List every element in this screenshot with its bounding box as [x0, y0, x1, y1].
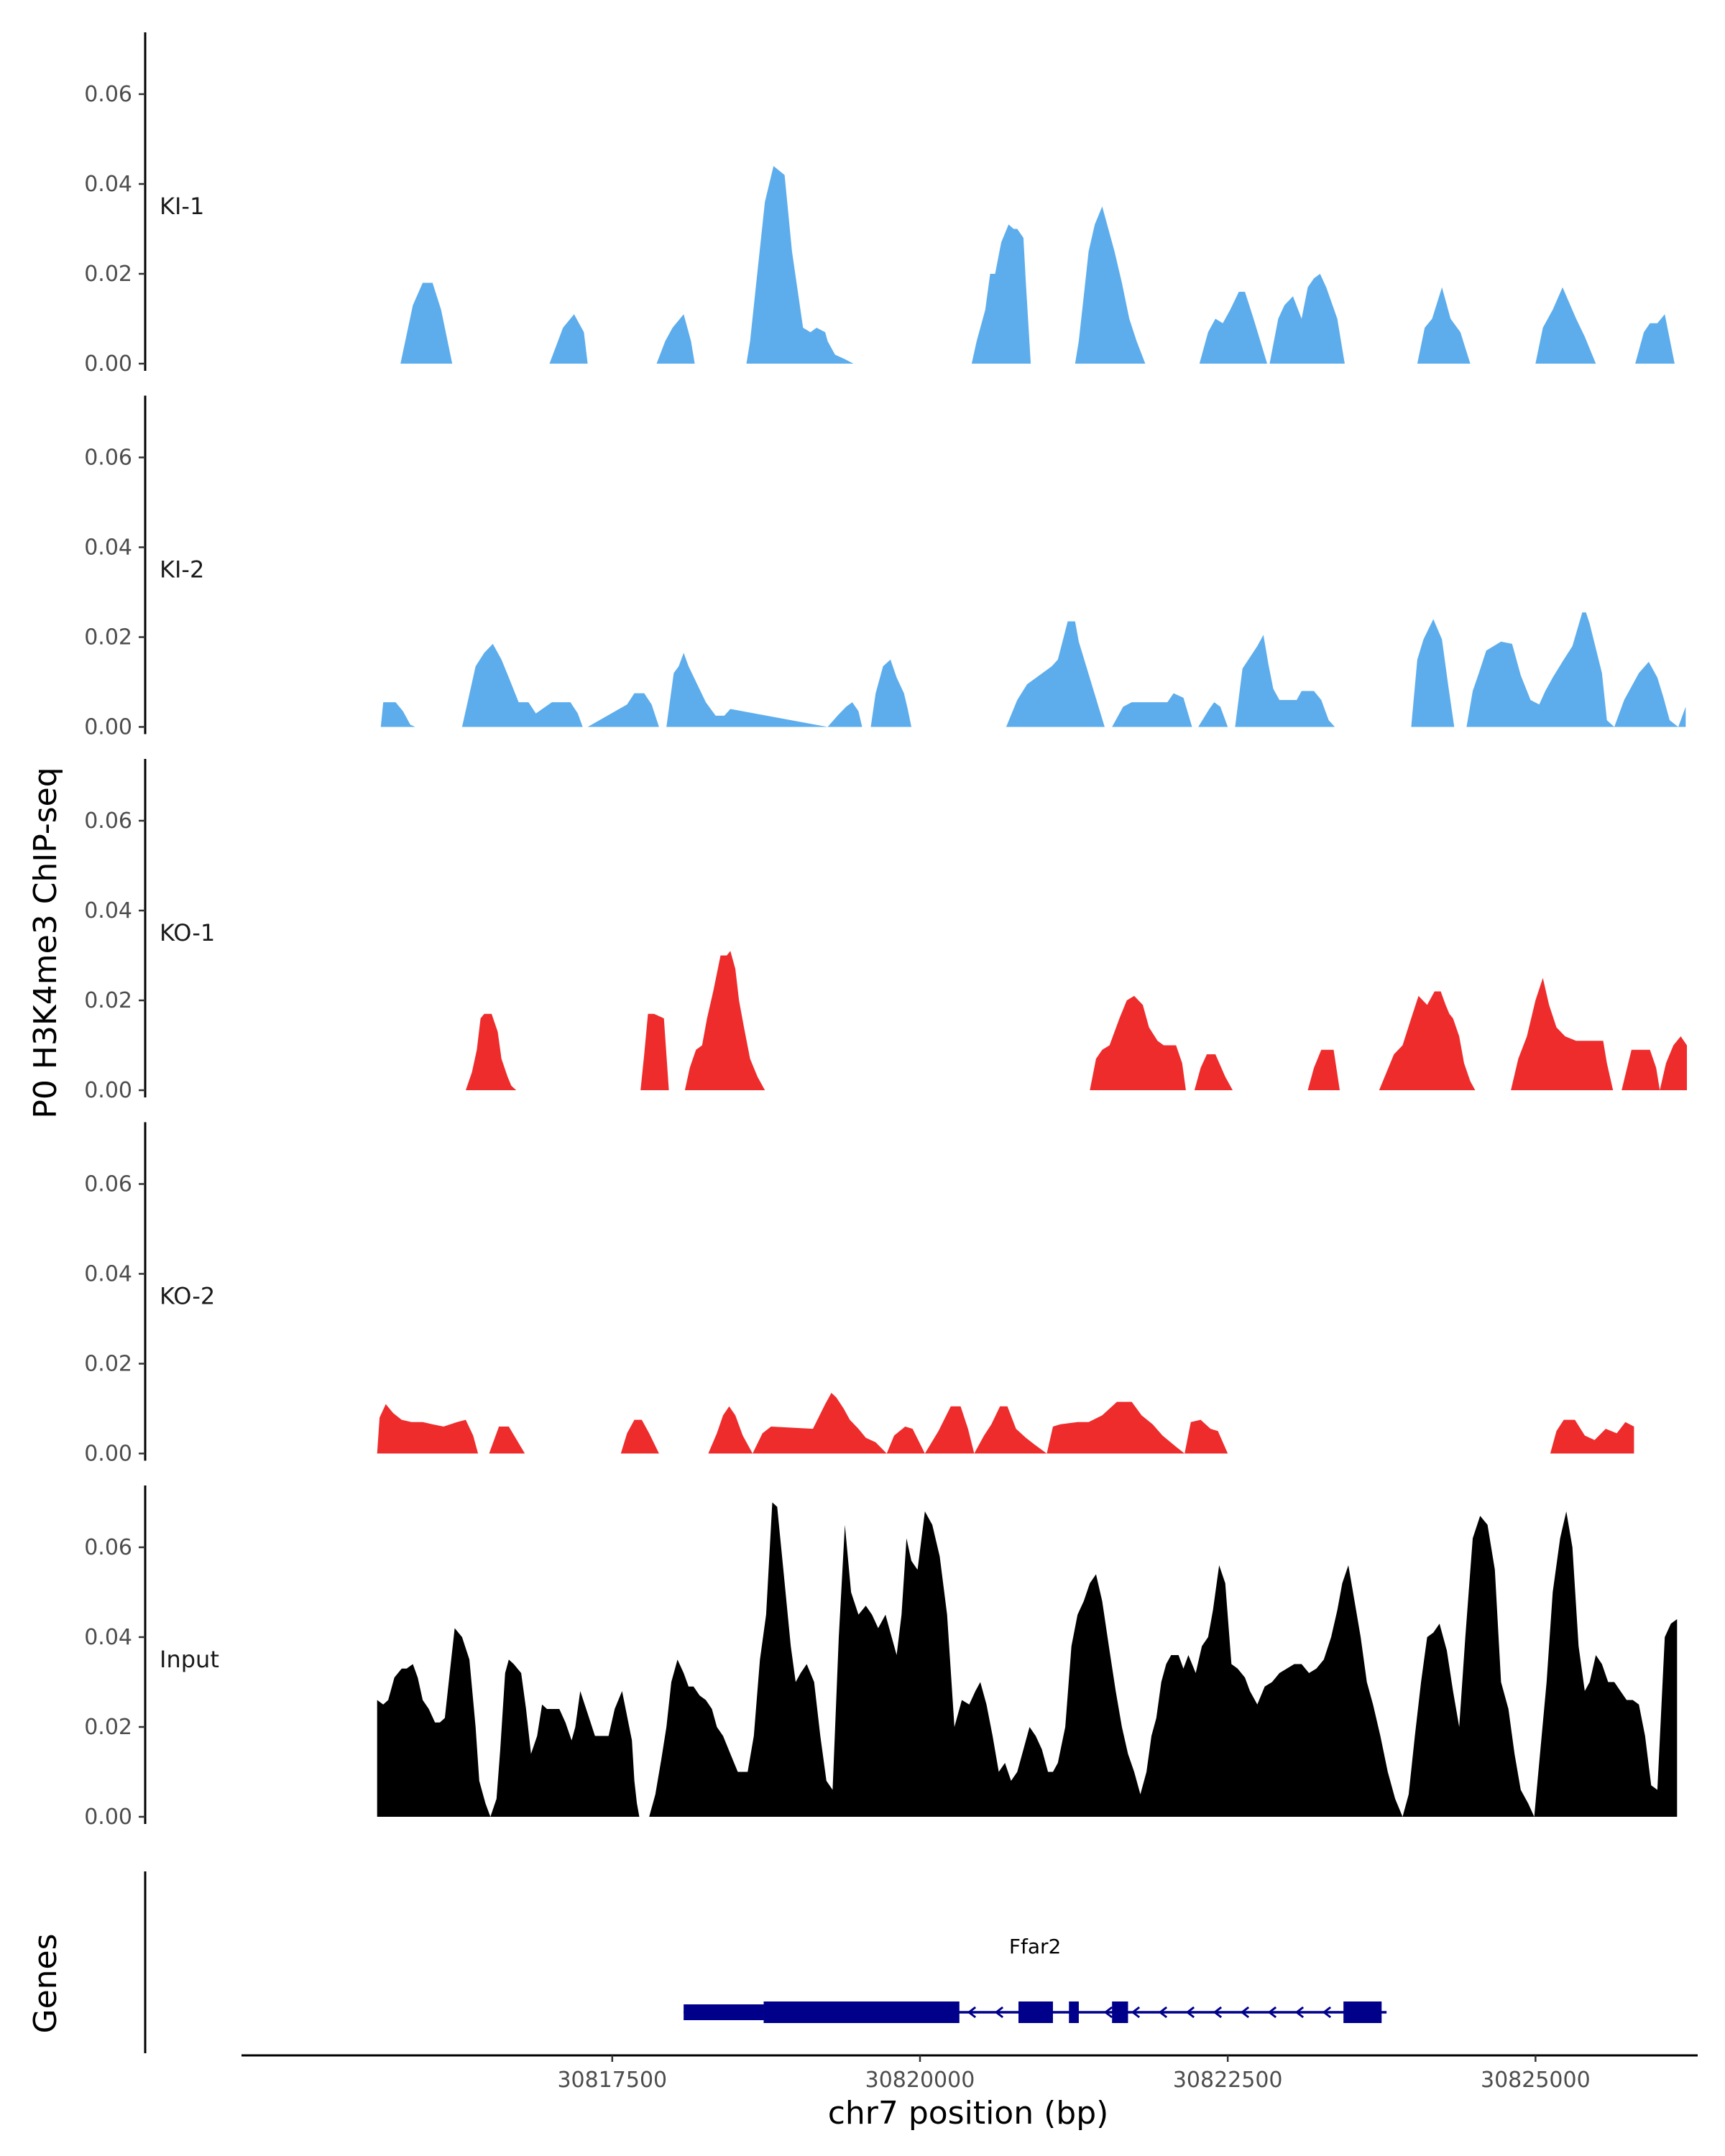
track-panel-input: 0.00 0.02 0.04 0.06 Input: [84, 1485, 1678, 1830]
gene-exon: [1069, 2001, 1079, 2023]
coverage-area: [380, 612, 1686, 727]
y-tick-label: 0.06: [84, 1172, 132, 1197]
strand-arrow: [994, 2006, 1004, 2019]
y-tick-label: 0.02: [84, 1715, 132, 1740]
y-tick-label: 0.02: [84, 1352, 132, 1377]
y-axis-title: P0 H3K4me3 ChIP-seq: [27, 767, 64, 1118]
y-tick-label: 0.06: [84, 1535, 132, 1560]
y-tick-label: 0.04: [84, 172, 132, 197]
strand-arrow: [1158, 2006, 1168, 2019]
track-panel-ki-1: 0.00 0.02 0.04 0.06 KI-1: [84, 32, 1675, 377]
coverage-area: [400, 166, 1675, 364]
x-tick-label: 30822500: [1173, 2068, 1283, 2093]
x-axis: 30817500 30820000 30822500 30825000: [242, 2054, 1698, 2093]
genes-axis-title: Genes: [27, 1933, 64, 2033]
y-tick-label: 0.00: [84, 715, 132, 740]
y-tick-label: 0.00: [84, 1078, 132, 1103]
y-tick-label: 0.02: [84, 988, 132, 1013]
track-label: KO-1: [160, 919, 215, 946]
gene-ffar2: Ffar2: [684, 1935, 1387, 2023]
y-tick-label: 0.04: [84, 535, 132, 561]
y-tick-label: 0.00: [84, 1442, 132, 1467]
track-label: KO-2: [160, 1283, 215, 1310]
gene-exon: [1112, 2001, 1128, 2023]
y-tick-label: 0.06: [84, 446, 132, 471]
strand-arrow: [1294, 2006, 1305, 2019]
gene-exon: [763, 2001, 960, 2023]
gene-label: Ffar2: [1009, 1935, 1061, 1958]
y-tick-label: 0.00: [84, 351, 132, 377]
track-label: KI-1: [160, 193, 204, 220]
x-tick-label: 30820000: [865, 2068, 975, 2093]
x-axis-title: chr7 position (bp): [828, 2095, 1109, 2132]
x-tick-label: 30825000: [1481, 2068, 1591, 2093]
strand-arrow: [967, 2006, 977, 2019]
strand-arrow: [1240, 2006, 1250, 2019]
strand-arrow: [1213, 2006, 1223, 2019]
track-panel-ko-1: 0.00 0.02 0.04 0.06 KO-1: [84, 759, 1687, 1103]
strand-arrow: [1267, 2006, 1277, 2019]
gene-utr: [684, 2004, 764, 2020]
genes-panel: Ffar2: [144, 1871, 1387, 2053]
y-tick-label: 0.02: [84, 625, 132, 650]
coverage-area: [377, 1502, 1678, 1817]
x-tick-label: 30817500: [557, 2068, 667, 2093]
coverage-area: [377, 1393, 1634, 1454]
strand-arrow: [1185, 2006, 1195, 2019]
coverage-area: [466, 951, 1687, 1090]
strand-arrow: [1322, 2006, 1332, 2019]
track-panels: 0.00 0.02 0.04 0.06 KI-1 0.00 0.02 0.04 0.06 KI-2…: [84, 32, 1687, 1830]
track-label: KI-2: [160, 556, 204, 584]
y-tick-label: 0.00: [84, 1805, 132, 1830]
gene-exon: [1018, 2001, 1053, 2023]
gene-exon: [1343, 2001, 1382, 2023]
strand-arrow: [1131, 2006, 1141, 2019]
strand-arrow: [1103, 2006, 1113, 2019]
y-tick-label: 0.04: [84, 1262, 132, 1287]
track-panel-ki-2: 0.00 0.02 0.04 0.06 KI-2: [84, 395, 1686, 740]
y-tick-label: 0.02: [84, 262, 132, 287]
track-label: Input: [160, 1646, 219, 1673]
y-tick-label: 0.06: [84, 82, 132, 107]
track-panel-ko-2: 0.00 0.02 0.04 0.06 KO-2: [84, 1122, 1634, 1467]
y-tick-label: 0.06: [84, 808, 132, 834]
y-tick-label: 0.04: [84, 898, 132, 923]
y-tick-label: 0.04: [84, 1625, 132, 1650]
